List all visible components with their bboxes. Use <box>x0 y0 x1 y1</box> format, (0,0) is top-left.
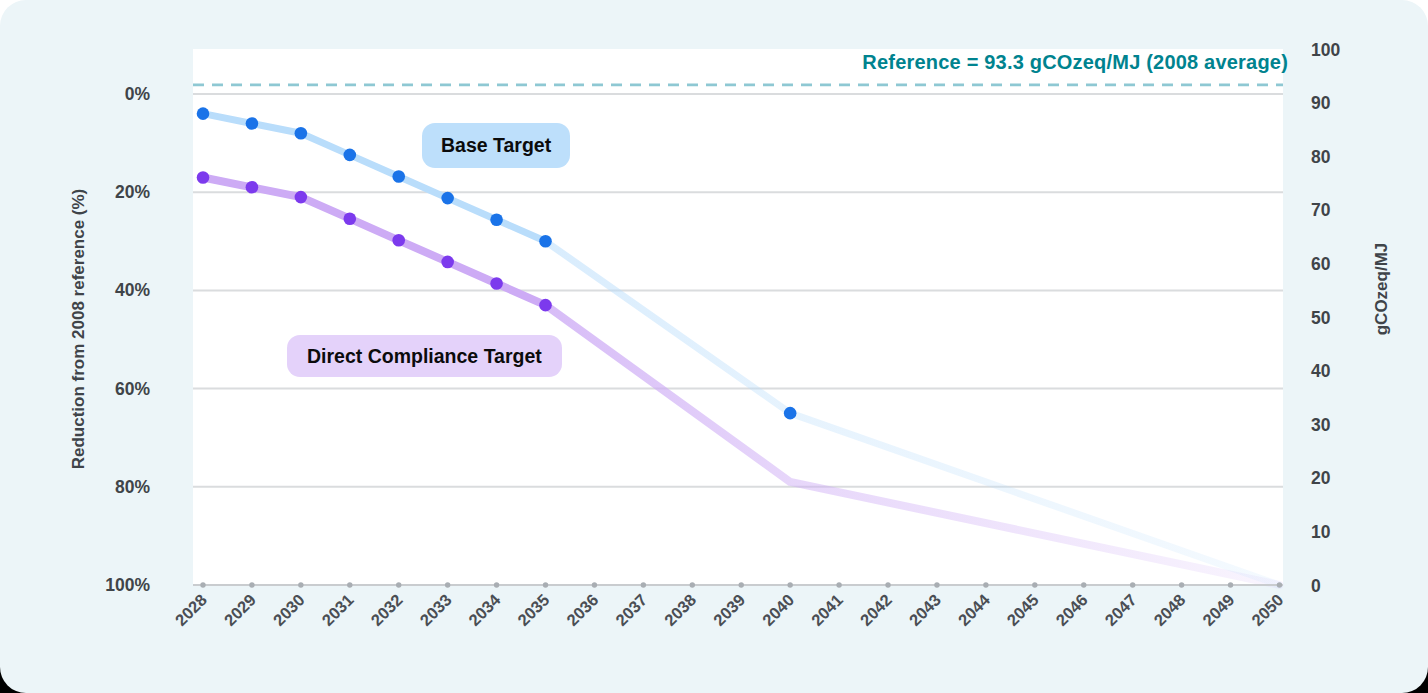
base-target-point-2029 <box>246 117 259 130</box>
base-target-point-2032 <box>392 170 405 183</box>
left-axis-tick-label: 20% <box>115 182 150 202</box>
left-axis-tick-label: 40% <box>115 280 150 300</box>
right-axis-tick-label: 20 <box>1311 468 1331 488</box>
x-axis-year-label: 2050 <box>1248 590 1287 629</box>
x-axis-tick-dot <box>1032 582 1037 587</box>
x-axis-tick-dot <box>690 582 695 587</box>
x-axis-tick-dot <box>396 582 401 587</box>
direct-compliance-target-point-2033 <box>441 256 454 269</box>
x-axis-tick-dot <box>347 582 352 587</box>
x-axis-year-label: 2033 <box>416 590 455 629</box>
emissions-reduction-target-chart: 0%20%40%60%80%100%0102030405060708090100… <box>0 0 1428 693</box>
x-axis-year-label: 2032 <box>367 590 406 629</box>
direct-compliance-target-point-2028 <box>197 171 210 184</box>
x-axis-year-label: 2046 <box>1052 590 1091 629</box>
right-axis-tick-label: 10 <box>1311 522 1331 542</box>
right-axis-tick-label: 40 <box>1311 361 1331 381</box>
x-axis-tick-dot <box>249 582 254 587</box>
x-axis-tick-dot <box>885 582 890 587</box>
x-axis-tick-dot <box>1179 582 1184 587</box>
x-axis-year-label: 2048 <box>1150 590 1189 629</box>
x-axis-year-label: 2047 <box>1101 590 1140 629</box>
x-axis-tick-dot <box>934 582 939 587</box>
base-target-point-2034 <box>490 213 503 226</box>
x-axis-year-label: 2044 <box>954 590 993 629</box>
base-target-point-2028 <box>197 107 210 120</box>
right-axis-tick-label: 30 <box>1311 415 1331 435</box>
x-axis-year-label: 2041 <box>808 590 847 629</box>
x-axis-tick-dot <box>836 582 841 587</box>
x-axis-tick-dot <box>200 582 205 587</box>
base-target-point-2031 <box>343 149 356 162</box>
base-target-point-2035 <box>539 235 552 248</box>
left-axis-tick-label: 80% <box>115 477 150 497</box>
base-target-point-2040 <box>784 407 797 420</box>
left-axis-tick-label: 100% <box>105 575 150 595</box>
x-axis-tick-dot <box>445 582 450 587</box>
x-axis-tick-dot <box>739 582 744 587</box>
x-axis-year-label: 2039 <box>710 590 749 629</box>
x-axis-tick-dot <box>983 582 988 587</box>
plot-background <box>193 49 1283 585</box>
x-axis-year-label: 2043 <box>905 590 944 629</box>
direct-compliance-target-point-2030 <box>295 191 308 204</box>
right-axis-tick-label: 50 <box>1311 308 1331 328</box>
x-axis-tick-dot <box>543 582 548 587</box>
x-axis-year-label: 2040 <box>759 590 798 629</box>
x-axis-tick-dot <box>592 582 597 587</box>
right-axis-tick-label: 70 <box>1311 200 1331 220</box>
x-axis-year-label: 2035 <box>514 590 553 629</box>
direct-compliance-target-point-2032 <box>392 234 405 247</box>
x-axis-year-label: 2042 <box>856 590 895 629</box>
x-axis-year-label: 2028 <box>171 590 210 629</box>
x-axis-year-label: 2049 <box>1199 590 1238 629</box>
x-axis-tick-dot <box>494 582 499 587</box>
right-axis-tick-label: 0 <box>1311 576 1321 596</box>
x-axis-tick-dot <box>1081 582 1086 587</box>
x-axis-year-label: 2036 <box>563 590 602 629</box>
x-axis-year-label: 2037 <box>612 590 651 629</box>
direct-compliance-target-point-2031 <box>343 212 356 225</box>
x-axis-tick-dot <box>1277 582 1282 587</box>
chart-card: 0%20%40%60%80%100%0102030405060708090100… <box>0 0 1428 693</box>
base-target-point-2033 <box>441 192 454 205</box>
direct-compliance-target-point-2034 <box>490 277 503 290</box>
right-axis-tick-label: 80 <box>1311 147 1331 167</box>
x-axis-tick-dot <box>298 582 303 587</box>
x-axis-tick-dot <box>1228 582 1233 587</box>
direct-compliance-target-point-2029 <box>246 181 259 194</box>
right-axis-tick-label: 60 <box>1311 254 1331 274</box>
x-axis-year-label: 2029 <box>220 590 259 629</box>
x-axis-tick-dot <box>1130 582 1135 587</box>
x-axis-tick-dot <box>641 582 646 587</box>
right-axis-tick-label: 90 <box>1311 93 1331 113</box>
x-axis-year-label: 2031 <box>318 590 357 629</box>
direct-compliance-target-point-2035 <box>539 299 552 312</box>
left-axis-tick-label: 60% <box>115 379 150 399</box>
x-axis-year-label: 2030 <box>269 590 308 629</box>
right-axis-tick-label: 100 <box>1311 40 1340 60</box>
x-axis-year-label: 2038 <box>661 590 700 629</box>
x-axis-year-label: 2034 <box>465 590 504 629</box>
x-axis-tick-dot <box>787 582 792 587</box>
left-axis-tick-label: 0% <box>125 84 151 104</box>
x-axis-year-label: 2045 <box>1003 590 1042 629</box>
base-target-point-2030 <box>295 127 308 140</box>
